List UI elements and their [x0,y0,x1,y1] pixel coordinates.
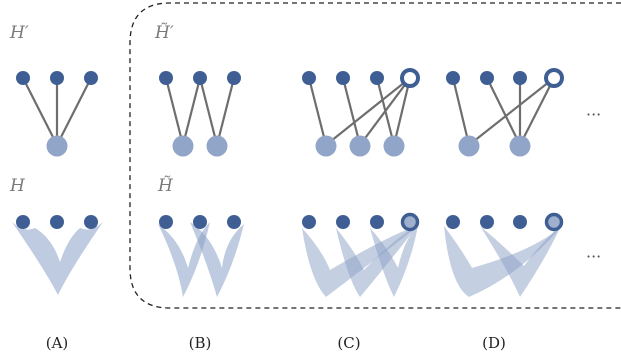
vertex-node [159,215,173,229]
label-h-prime: H′ [9,23,29,43]
hyperedge-node [46,135,68,157]
new-vertex-node [400,68,420,88]
new-vertex-node [400,212,420,232]
vertex-node [193,71,207,85]
edge [307,77,328,146]
panel-b-hypergraph [158,215,244,297]
new-vertex-node [544,68,564,88]
caption-d: (D) [482,334,506,352]
hyperedge-shape [190,222,244,297]
edge [325,77,411,146]
panel-c-hypergraph [302,212,420,297]
edge [468,77,555,146]
vertex-node [446,71,460,85]
edge [392,77,412,146]
hyperedge-shape [12,222,103,295]
vertex-node [227,71,241,85]
edge [198,77,219,146]
vertex-node [84,215,98,229]
hyperedge-node [315,135,337,157]
hyperedge-node [383,135,405,157]
hyperedge-node [458,135,480,157]
panel-d-bipartite [446,68,564,157]
label-h-tilde-prime: H̃′ [154,23,174,43]
edge [56,77,92,146]
edge [164,77,185,146]
edge [181,77,202,146]
vertex-node [336,71,350,85]
vertex-node [480,215,494,229]
vertex-node [446,215,460,229]
vertex-node [84,71,98,85]
vertex-node [227,215,241,229]
hyperedge-node [172,135,194,157]
edge [486,77,521,146]
label-h-tilde: H̃ [157,176,174,196]
hyperedge-shape [480,224,562,297]
hyperedge-node [509,135,531,157]
panel-d-hypergraph [444,212,564,297]
edge [215,77,236,146]
edge [341,77,362,146]
panel-b-bipartite [159,71,241,157]
edge [22,77,58,146]
vertex-node [302,215,316,229]
hyperedge-shape [158,222,210,297]
caption-a: (A) [46,334,69,352]
hyperedge-shape [302,226,418,297]
ellipsis-top: ··· [586,105,601,124]
vertex-node [302,71,316,85]
hyperedge-shape [370,225,418,297]
edge [451,77,471,146]
vertex-node [370,215,384,229]
edge [519,77,555,146]
vertex-node [336,215,350,229]
vertex-node [480,71,494,85]
new-vertex-node [544,212,564,232]
hyperedge-shape [336,225,418,297]
vertex-node [50,215,64,229]
panel-a-bipartite [16,71,98,157]
vertex-node [16,71,30,85]
vertex-node [193,215,207,229]
caption-b: (B) [189,334,212,352]
vertex-node [513,215,527,229]
caption-c: (C) [337,334,360,352]
vertex-node [513,71,527,85]
hyperedge-node [206,135,228,157]
ellipsis-bottom: ··· [586,247,601,266]
vertex-node [370,71,384,85]
panel-a-hypergraph [12,215,103,295]
hyperedge-node [349,135,371,157]
vertex-node [16,215,30,229]
vertex-node [159,71,173,85]
label-h: H [9,176,26,196]
panel-c-bipartite [302,68,420,157]
dashed-region-border [129,2,621,309]
edge [359,77,411,146]
vertex-node [50,71,64,85]
